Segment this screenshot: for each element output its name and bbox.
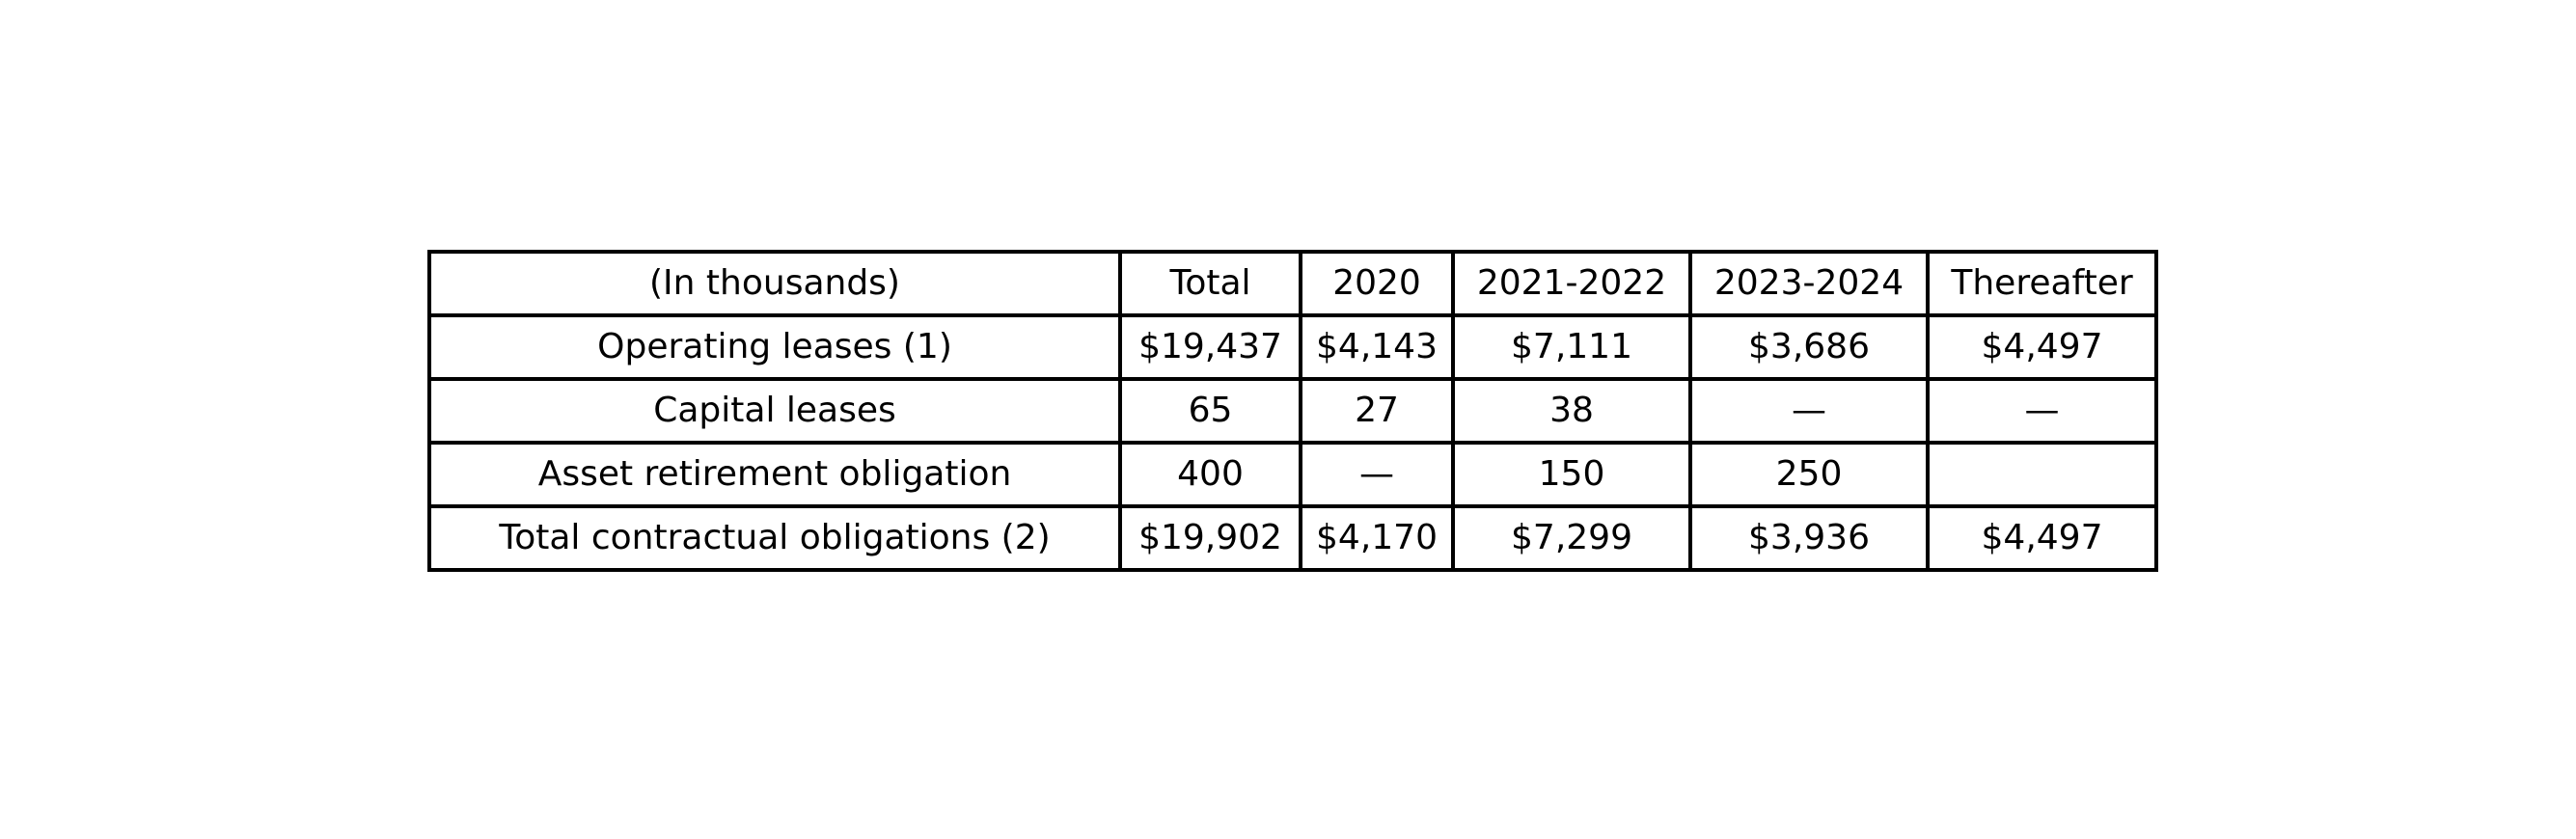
cell-2020: $4,143 <box>1299 313 1455 381</box>
table-row-total-obligations: Total contractual obligations (2) $19,90… <box>427 504 2158 572</box>
row-label: Asset retirement obligation <box>427 441 1122 508</box>
cell-2023-2024: $3,686 <box>1688 313 1930 381</box>
table-row-asset-retirement: Asset retirement obligation 400 — 150 25… <box>427 441 2158 508</box>
cell-2021-2022: 38 <box>1451 377 1692 445</box>
cell-total: 400 <box>1118 441 1302 508</box>
header-cell-total: Total <box>1118 250 1302 317</box>
cell-2020: 27 <box>1299 377 1455 445</box>
cell-thereafter: $4,497 <box>1926 313 2158 381</box>
row-label: Total contractual obligations (2) <box>427 504 1122 572</box>
cell-2020: — <box>1299 441 1455 508</box>
cell-total: 65 <box>1118 377 1302 445</box>
table-row-operating-leases: Operating leases (1) $19,437 $4,143 $7,1… <box>427 313 2158 381</box>
header-cell-2023-2024: 2023-2024 <box>1688 250 1930 317</box>
row-label: Operating leases (1) <box>427 313 1122 381</box>
cell-thereafter <box>1926 441 2158 508</box>
cell-2023-2024: — <box>1688 377 1930 445</box>
header-cell-2021-2022: 2021-2022 <box>1451 250 1692 317</box>
header-cell-2020: 2020 <box>1299 250 1455 317</box>
cell-thereafter: $4,497 <box>1926 504 2158 572</box>
cell-2023-2024: $3,936 <box>1688 504 1930 572</box>
cell-thereafter: — <box>1926 377 2158 445</box>
cell-2021-2022: 150 <box>1451 441 1692 508</box>
table-row-capital-leases: Capital leases 65 27 38 — — <box>427 377 2158 445</box>
cell-2020: $4,170 <box>1299 504 1455 572</box>
row-label: Capital leases <box>427 377 1122 445</box>
header-cell-units: (In thousands) <box>427 250 1122 317</box>
cell-2021-2022: $7,111 <box>1451 313 1692 381</box>
cell-total: $19,437 <box>1118 313 1302 381</box>
cell-total: $19,902 <box>1118 504 1302 572</box>
cell-2023-2024: 250 <box>1688 441 1930 508</box>
contractual-obligations-table: (In thousands) Total 2020 2021-2022 2023… <box>427 250 2158 572</box>
table-header-row: (In thousands) Total 2020 2021-2022 2023… <box>427 250 2158 317</box>
header-cell-thereafter: Thereafter <box>1926 250 2158 317</box>
cell-2021-2022: $7,299 <box>1451 504 1692 572</box>
